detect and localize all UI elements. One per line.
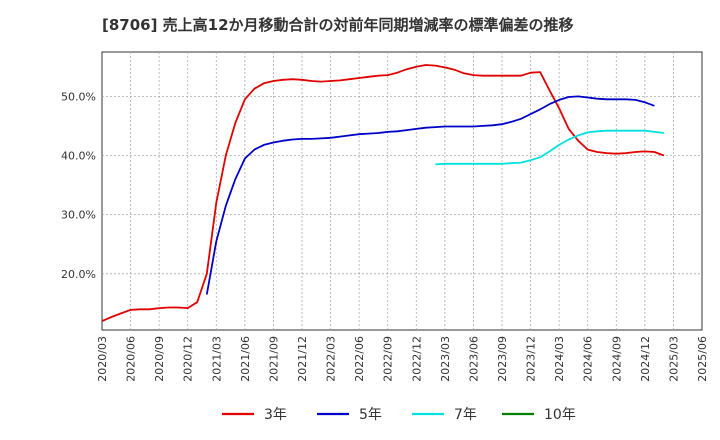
x-tick-label: 2024/09 (610, 336, 623, 382)
series-line-7年 (435, 129, 665, 166)
x-tick-label: 2025/03 (667, 336, 680, 382)
legend: 3年 5年 7年 10年 (222, 407, 576, 423)
y-tick-label: 50.0% (61, 90, 96, 103)
series-line-5年 (205, 95, 655, 295)
legend-label: 5年 (359, 407, 382, 423)
x-tick-label: 2022/03 (325, 336, 338, 382)
x-tick-label: 2022/06 (353, 336, 366, 382)
x-tick-label: 2020/03 (96, 336, 109, 382)
plot-area (101, 51, 703, 331)
x-tick-label: 2022/12 (410, 336, 423, 382)
x-tick-label: 2021/12 (296, 336, 309, 382)
x-tick-label: 2021/06 (239, 336, 252, 382)
series-line-3年 (101, 64, 665, 322)
y-axis: 20.0% 30.0% 40.0% 50.0% (61, 90, 96, 280)
y-tick-label: 40.0% (61, 150, 96, 163)
grid-lines (102, 52, 702, 330)
x-tick-label: 2023/09 (496, 336, 509, 382)
y-tick-label: 30.0% (61, 209, 96, 222)
x-tick-label: 2025/06 (696, 336, 709, 382)
x-tick-label: 2024/03 (553, 336, 566, 382)
legend-label: 10年 (544, 407, 576, 423)
legend-label: 3年 (264, 407, 287, 423)
x-axis: 2020/03 2020/06 2020/09 2020/12 2021/03 2021/… (96, 336, 709, 382)
x-tick-label: 2023/03 (439, 336, 452, 382)
x-tick-label: 2020/12 (182, 336, 195, 382)
chart-title: [8706] 売上高12か月移動合計の対前年同期増減率の標準偏差の推移 (102, 16, 574, 34)
x-tick-label: 2021/09 (267, 336, 280, 382)
x-tick-label: 2023/06 (467, 336, 480, 382)
x-tick-label: 2024/06 (582, 336, 595, 382)
x-tick-label: 2020/09 (153, 336, 166, 382)
legend-label: 7年 (454, 407, 477, 423)
x-tick-label: 2023/12 (525, 336, 538, 382)
x-tick-label: 2020/06 (125, 336, 138, 382)
x-tick-label: 2024/12 (639, 336, 652, 382)
y-tick-label: 20.0% (61, 268, 96, 281)
series-lines (101, 64, 665, 322)
x-tick-label: 2022/09 (382, 336, 395, 382)
x-tick-label: 2021/03 (210, 336, 223, 382)
